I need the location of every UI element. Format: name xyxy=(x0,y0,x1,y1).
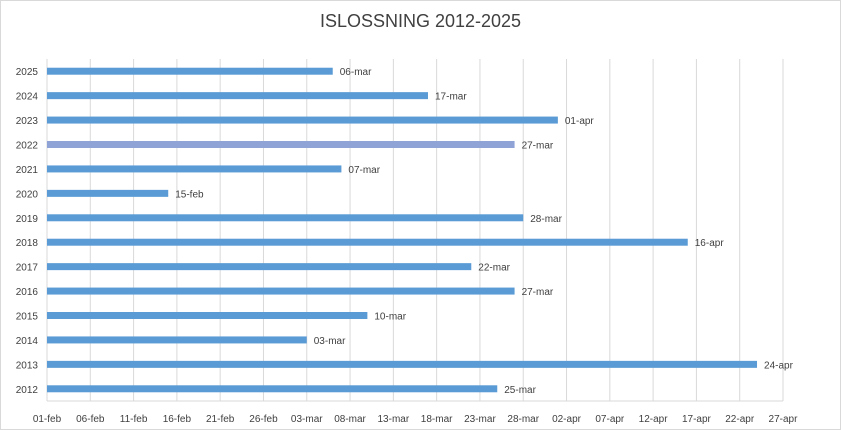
x-tick-label: 01-feb xyxy=(33,414,62,425)
y-tick-label: 2024 xyxy=(16,92,39,103)
x-tick-label: 06-feb xyxy=(76,414,105,425)
bar xyxy=(47,116,558,124)
y-tick-label: 2020 xyxy=(16,189,39,200)
x-tick-label: 28-mar xyxy=(507,414,539,425)
bar xyxy=(47,238,688,246)
data-label: 10-mar xyxy=(374,312,406,323)
data-label: 06-mar xyxy=(340,67,372,78)
y-tick-label: 2021 xyxy=(16,165,39,176)
data-label: 25-mar xyxy=(504,385,536,396)
data-label: 07-mar xyxy=(348,165,380,176)
bar xyxy=(47,189,169,197)
bar xyxy=(47,360,758,368)
x-tick-label: 12-apr xyxy=(639,414,669,425)
bar xyxy=(47,92,428,100)
data-label: 16-apr xyxy=(695,238,725,249)
bar xyxy=(47,214,524,222)
chart-title: ISLOSSNING 2012-2025 xyxy=(319,11,522,31)
y-tick-label: 2019 xyxy=(16,214,39,225)
bar xyxy=(47,336,307,344)
x-tick-label: 27-apr xyxy=(769,414,799,425)
x-tick-label: 21-feb xyxy=(206,414,235,425)
y-tick-label: 2012 xyxy=(16,385,39,396)
y-tick-label: 2023 xyxy=(16,116,39,127)
x-tick-label: 07-apr xyxy=(595,414,625,425)
x-tick-label: 02-apr xyxy=(552,414,582,425)
data-label: 17-mar xyxy=(435,92,467,103)
x-tick-label: 13-mar xyxy=(378,414,410,425)
x-tick-label: 03-mar xyxy=(291,414,323,425)
x-tick-label: 23-mar xyxy=(464,414,496,425)
data-label: 24-apr xyxy=(764,360,794,371)
y-tick-label: 2018 xyxy=(16,238,39,249)
y-tick-label: 2025 xyxy=(16,67,39,78)
bar xyxy=(47,312,368,319)
y-tick-label: 2022 xyxy=(16,141,39,152)
data-label: 27-mar xyxy=(522,287,554,298)
bar xyxy=(47,141,515,148)
x-tick-label: 11-feb xyxy=(120,414,148,425)
x-tick-label: 08-mar xyxy=(334,414,366,425)
y-tick-label: 2017 xyxy=(16,263,39,274)
bar xyxy=(47,67,333,75)
bar xyxy=(47,385,498,393)
x-tick-label: 18-mar xyxy=(421,414,453,425)
y-tick-label: 2015 xyxy=(16,312,39,323)
bar xyxy=(47,165,342,173)
data-label: 27-mar xyxy=(522,141,554,152)
y-tick-label: 2013 xyxy=(16,360,39,371)
y-tick-label: 2016 xyxy=(16,287,39,298)
data-label: 28-mar xyxy=(530,214,562,225)
x-tick-label: 22-apr xyxy=(725,414,755,425)
bar xyxy=(47,263,472,271)
data-label: 03-mar xyxy=(314,336,346,347)
x-tick-label: 17-apr xyxy=(682,414,712,425)
bar xyxy=(47,287,515,295)
data-label: 01-apr xyxy=(565,116,595,127)
data-label: 15-feb xyxy=(175,189,204,200)
x-tick-label: 16-feb xyxy=(163,414,192,425)
data-label: 22-mar xyxy=(478,263,510,274)
x-tick-label: 26-feb xyxy=(249,414,278,425)
y-tick-label: 2014 xyxy=(16,336,39,347)
